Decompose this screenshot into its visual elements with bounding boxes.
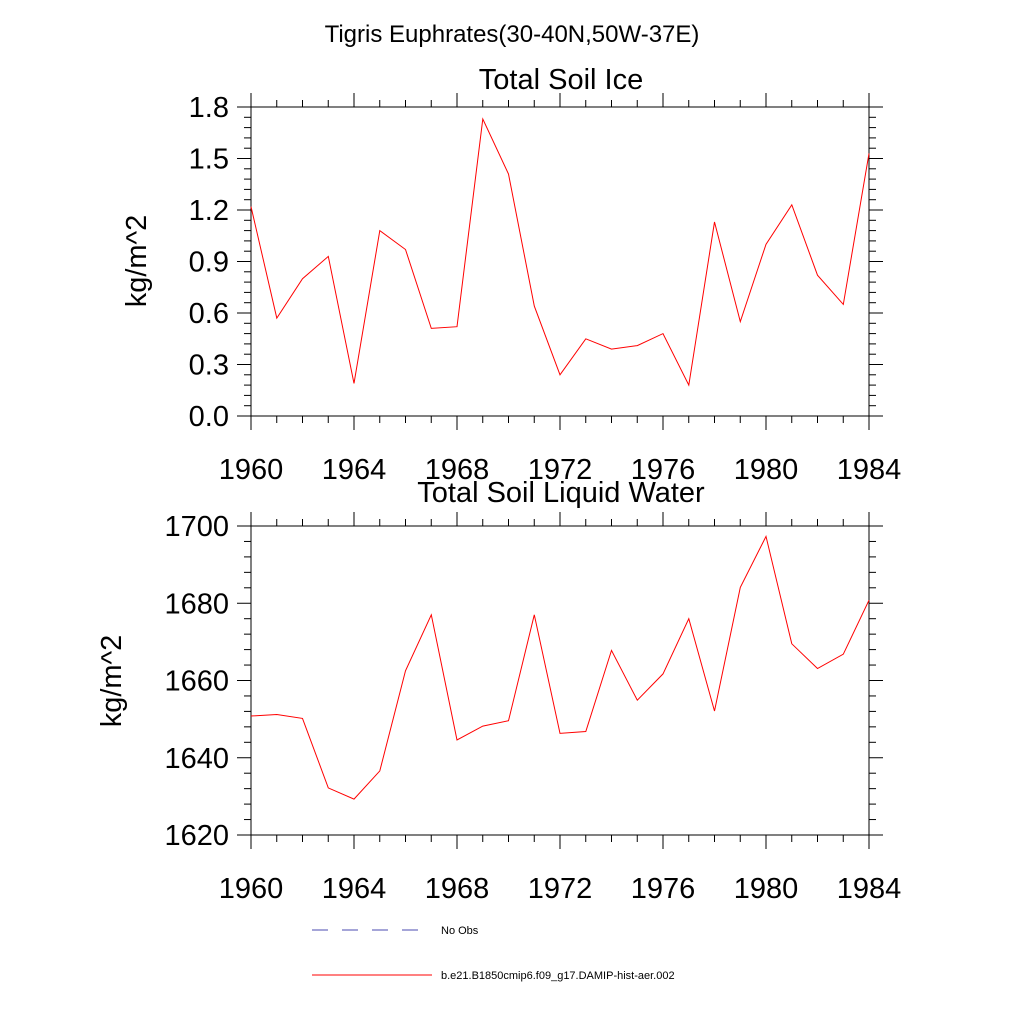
soil-ice-series-line: [250, 117, 870, 387]
soil-ice-y-tick-label: 0.9: [189, 247, 229, 279]
soil-liquid-water-plot-frame: [250, 525, 870, 836]
soil-liquid-water-x-tick-label: 1960: [219, 873, 284, 905]
soil-ice-x-tick-label: 1960: [219, 454, 284, 486]
soil-liquid-water-x-tick-label: 1980: [734, 873, 799, 905]
soil-ice-x-tick-label: 1972: [528, 454, 593, 486]
soil-ice-y-tick-label: 1.2: [189, 195, 229, 227]
soil-liquid-water-series-line: [250, 534, 870, 800]
soil-liquid-water-x-tick-label: 1984: [837, 873, 902, 905]
soil-liquid-water-x-tick-label: 1968: [425, 873, 490, 905]
soil-ice-y-tick-label: 1.5: [189, 144, 229, 176]
legend-label-no-obs: No Obs: [441, 925, 479, 937]
soil-liquid-water-y-tick-label: 1640: [164, 743, 229, 775]
soil-ice-title: Total Soil Ice: [479, 64, 643, 96]
soil-ice-y-tick-label: 0.3: [189, 350, 229, 382]
soil-liquid-water-panel: Total Soil Liquid Water kg/m^2 1960 1964 1…: [96, 477, 901, 905]
soil-liquid-water-x-tick-label: 1964: [322, 873, 387, 905]
soil-ice-x-tick-label: 1968: [425, 454, 490, 486]
soil-ice-y-axis-label: kg/m^2: [121, 215, 153, 308]
soil-liquid-water-y-axis-label: kg/m^2: [96, 635, 128, 728]
soil-ice-y-tick-label: 0.0: [189, 401, 229, 433]
soil-liquid-water-y-tick-label: 1700: [164, 511, 229, 543]
soil-ice-y-tick-label: 0.6: [189, 298, 229, 330]
soil-ice-x-tick-label: 1964: [322, 454, 387, 486]
soil-ice-panel: Total Soil Ice kg/m^2 1960 1964 1968 1972 19…: [121, 64, 901, 486]
soil-liquid-water-y-tick-label: 1620: [164, 820, 229, 852]
soil-ice-plot-frame: [250, 106, 870, 417]
soil-liquid-water-x-tick-label: 1976: [631, 873, 696, 905]
figure-title: Tigris Euphrates(30-40N,50W-37E): [325, 21, 700, 48]
soil-ice-x-tick-label: 1976: [631, 454, 696, 486]
soil-liquid-water-y-tick-label: 1660: [164, 666, 229, 698]
soil-ice-x-tick-label: 1980: [734, 454, 799, 486]
soil-liquid-water-title: Total Soil Liquid Water: [417, 477, 705, 509]
soil-liquid-water-y-tick-label: 1680: [164, 588, 229, 620]
legend: No Obs b.e21.B1850cmip6.f09_g17.DAMIP-hi…: [312, 925, 675, 982]
legend-label-model-run: b.e21.B1850cmip6.f09_g17.DAMIP-hist-aer.…: [441, 970, 675, 982]
soil-ice-y-tick-label: 1.8: [189, 92, 229, 124]
soil-liquid-water-x-tick-label: 1972: [528, 873, 593, 905]
soil-ice-x-tick-label: 1984: [837, 454, 902, 486]
